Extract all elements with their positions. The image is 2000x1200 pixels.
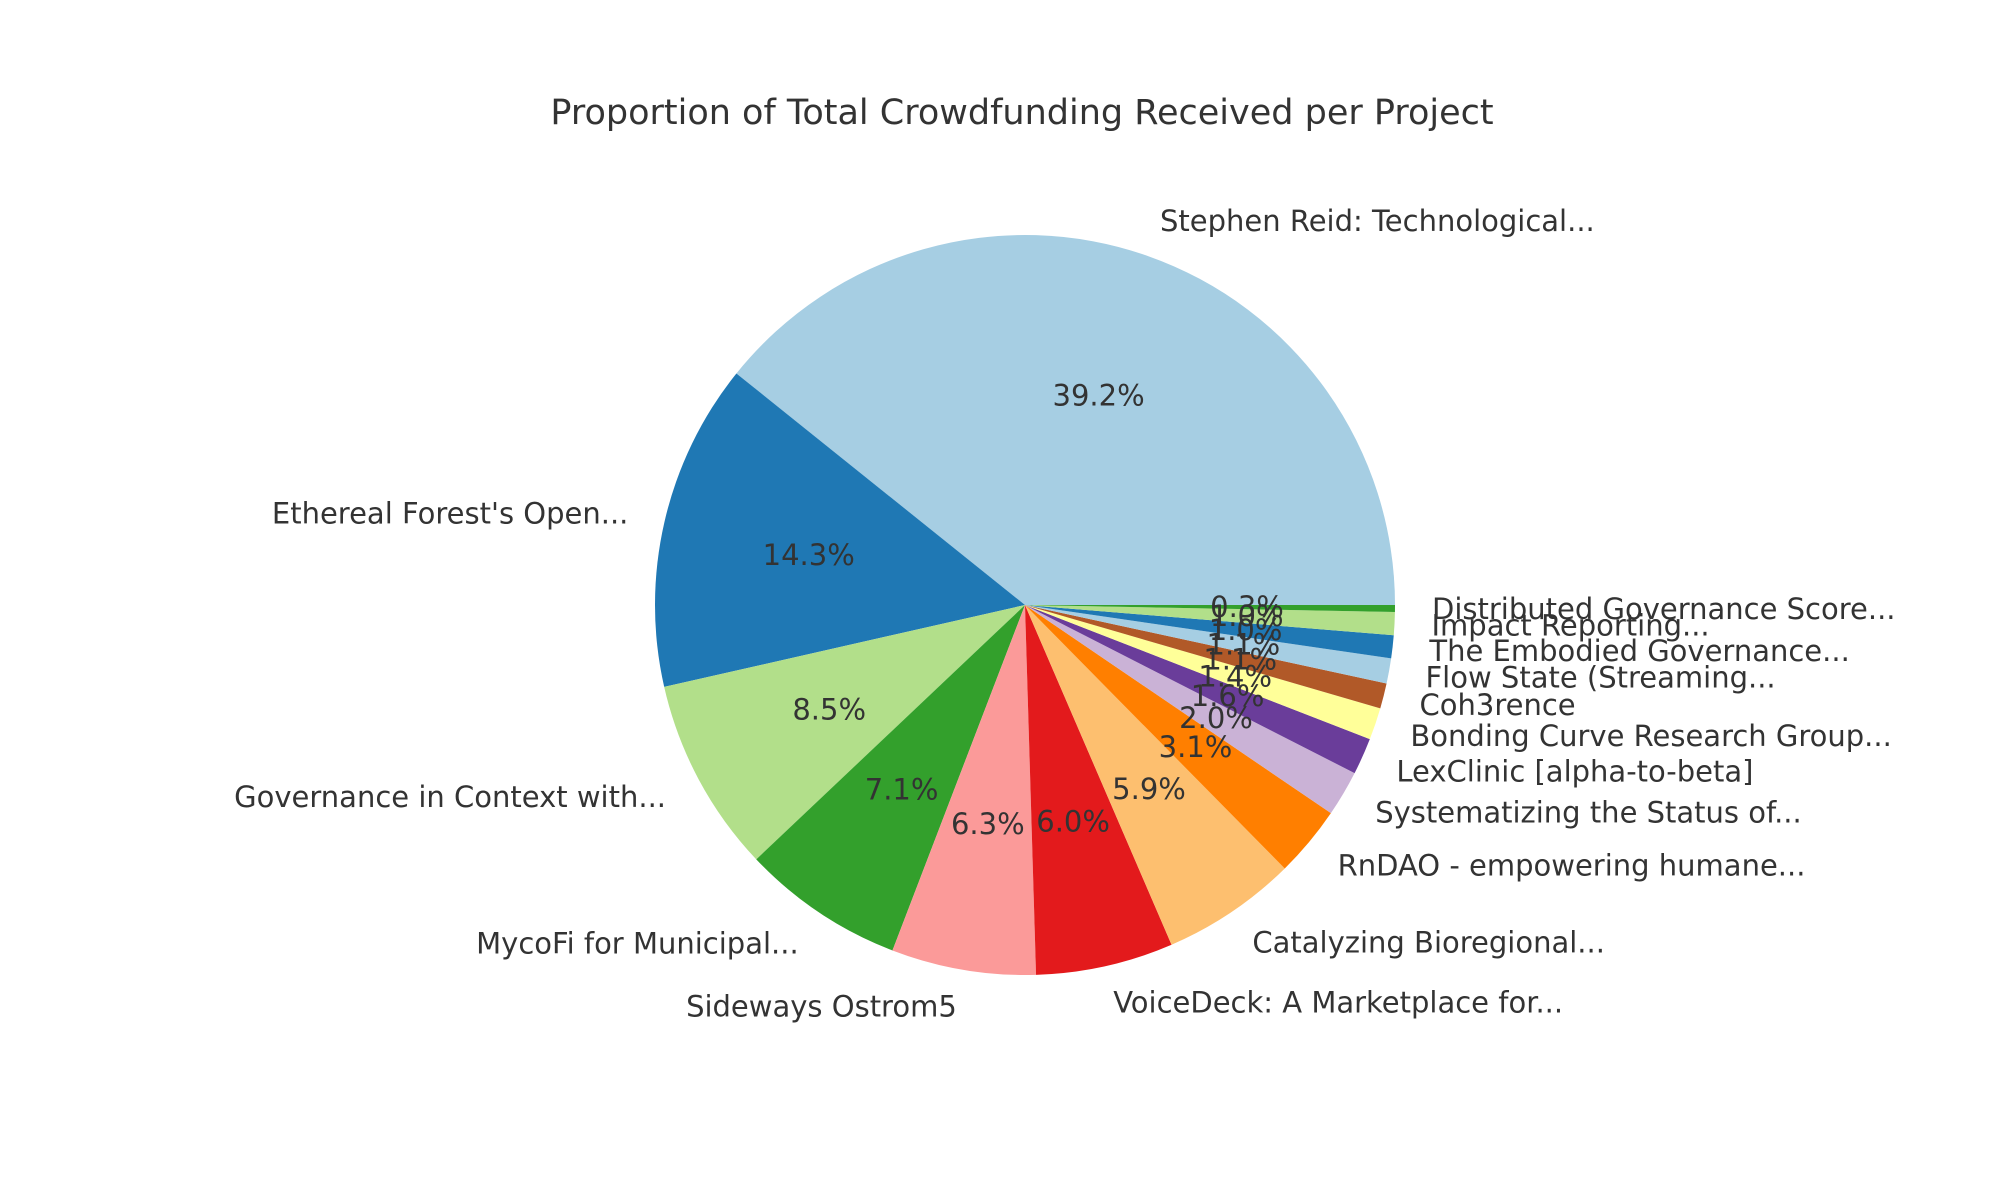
pie-slice-label-0: Stephen Reid: Technological... <box>1160 204 1595 238</box>
pie-slice-pct-13: 1.0% <box>1209 613 1283 647</box>
pie-slice-label-15: Distributed Governance Score... <box>1432 592 1896 626</box>
pie-slice-label-3: MycoFi for Municipal... <box>476 926 799 960</box>
pie-slice-7 <box>1025 605 1331 869</box>
pie-slice-label-4: Sideways Ostrom5 <box>686 989 957 1023</box>
pie-category-labels-layer: Stephen Reid: Technological... Ethereal F… <box>234 204 1895 1023</box>
pie-slice-12 <box>1025 605 1392 684</box>
pie-slice-label-1: Ethereal Forest's Open... <box>272 497 629 531</box>
pie-percent-labels-layer: 39.2%14.3%8.5%7.1%6.3% 6.0%5.9%3.1%2.0%1.… <box>763 379 1284 841</box>
pie-slices-layer <box>654 235 1395 975</box>
pie-slice-13 <box>1025 605 1394 659</box>
pie-slice-2 <box>664 605 1025 860</box>
pie-slice-label-9: LexClinic [alpha-to-beta] <box>1396 755 1753 789</box>
pie-slice-label-12: Flow State (Streaming... <box>1426 661 1776 695</box>
pie-slice-pct-2: 8.5% <box>792 693 866 727</box>
pie-slice-10 <box>1025 605 1381 740</box>
pie-slice-14 <box>1025 605 1395 636</box>
pie-slice-pct-12: 1.1% <box>1207 628 1281 662</box>
pie-slice-label-5: VoiceDeck: A Marketplace for... <box>1113 985 1563 1019</box>
pie-slice-pct-7: 3.1% <box>1159 730 1233 764</box>
pie-slice-pct-0: 39.2% <box>1053 379 1145 413</box>
pie-slice-pct-5: 6.0% <box>1036 805 1110 839</box>
pie-slice-label-7: RnDAO - empowering humane... <box>1338 849 1806 883</box>
pie-slice-label-6: Catalyzing Bioregional... <box>1252 926 1605 960</box>
pie-slice-pct-4: 6.3% <box>951 807 1025 841</box>
pie-slice-pct-15: 0.3% <box>1210 590 1284 624</box>
pie-slice-label-8: Systematizing the Status of... <box>1375 795 1802 829</box>
pie-slice-label-14: Impact Reporting... <box>1432 609 1710 643</box>
pie-slice-9 <box>1025 605 1370 774</box>
pie-slice-3 <box>756 605 1025 951</box>
pie-slice-0 <box>736 235 1395 606</box>
pie-slice-pct-9: 1.6% <box>1191 679 1265 713</box>
pie-slice-6 <box>1025 605 1285 945</box>
pie-slice-pct-6: 5.9% <box>1112 772 1186 806</box>
pie-slice-11 <box>1025 605 1387 709</box>
pie-slice-4 <box>892 605 1037 975</box>
pie-slice-pct-8: 2.0% <box>1179 701 1253 735</box>
pie-slice-label-13: The Embodied Governance... <box>1428 634 1849 668</box>
pie-slice-pct-10: 1.4% <box>1198 659 1272 693</box>
chart-title: Proportion of Total Crowdfunding Receive… <box>550 93 1493 133</box>
pie-slice-1 <box>654 373 1025 687</box>
pie-slice-label-2: Governance in Context with... <box>234 780 666 814</box>
pie-slice-15 <box>1025 605 1395 612</box>
pie-slice-label-10: Bonding Curve Research Group... <box>1410 719 1891 753</box>
pie-slice-label-11: Coh3rence <box>1420 688 1576 722</box>
pie-slice-pct-11: 1.1% <box>1203 643 1277 677</box>
pie-slice-pct-14: 1.0% <box>1210 599 1284 633</box>
pie-slice-pct-3: 7.1% <box>865 773 939 807</box>
pie-slice-pct-1: 14.3% <box>763 538 855 572</box>
pie-slice-5 <box>1025 605 1172 975</box>
pie-slice-8 <box>1025 605 1355 814</box>
